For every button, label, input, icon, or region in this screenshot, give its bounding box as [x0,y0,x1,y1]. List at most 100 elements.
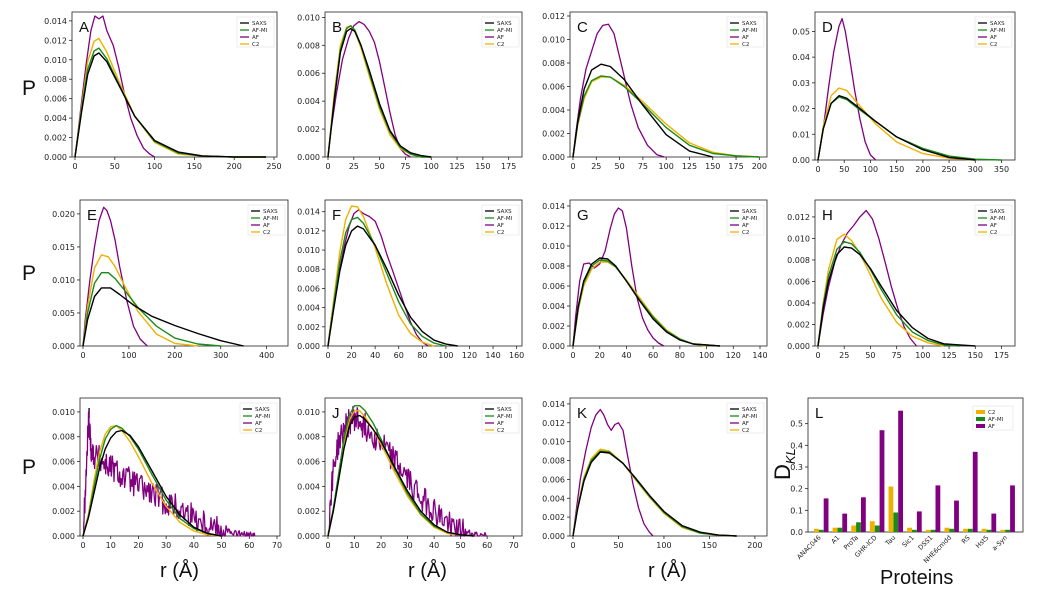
panel-k-ytick-label: 0.004 [542,494,565,503]
panel-i-legend-label: C2 [255,428,262,434]
panel-d-xtick-label: 100 [863,165,878,174]
panel-f-ytick-label: 0.000 [297,342,320,351]
panel-i-xtick-label: 50 [216,541,226,550]
panel-g-legend-box [726,204,765,236]
panel-j-ytick-label: 0.002 [297,507,320,516]
panel-j-legend-label: AF [497,421,504,427]
panel-e-frame [79,199,289,347]
panel-b-xtick-label: 50 [375,162,385,171]
bar-c2-ghr-icd [869,521,875,532]
panel-a: 0.000 0.002 0.004 0.006 0.008 0.010 0.012 0.014… [44,11,282,171]
panel-f-legend-box [481,204,520,236]
panel-h-ytick-label: 0.004 [787,299,810,308]
panel-a-xtick-label: 250 [266,162,281,171]
bar-af-hst5 [991,513,997,532]
panel-c-ytick-label: 0.000 [542,153,565,162]
panel-a-series-c2 [74,37,266,158]
panel-d-series-c2 [817,87,976,161]
panel-j-legend-label: AF-MI [497,414,513,420]
panel-g-series-c2 [572,261,707,347]
panel-c-series-saxs [572,63,713,158]
panel-j-xtick-label: 0 [325,541,330,550]
bar-c2-anac046 [814,528,819,533]
panel-a-xtick-label: 200 [227,162,242,171]
panel-e-series-af [82,206,148,347]
panel-i-xtick-label: 70 [272,541,282,550]
panel-d-xtick-label: 200 [915,165,930,174]
panel-g-legend-label: SAXS [742,209,757,215]
panel-h-series-saxs [817,246,976,347]
panel-b-xtick-label: 100 [424,162,439,171]
bar-c2-rs [963,528,968,533]
panel-e-series-saxs [82,287,244,347]
panel-d-legend-label: AF [990,35,997,41]
row-label-3: P [22,456,36,479]
bar-y-axis-title-main: D [770,464,795,480]
bar-category-label: A1 [830,534,842,546]
bar-af-ghr-icd [879,430,885,532]
bar-y-axis-title-sub: KL [783,448,798,464]
panel-l-legend-swatch [976,417,985,421]
panel-h-xtick-label: 75 [892,351,902,360]
panel-d-series-saxs [817,94,976,161]
panel-c-frame [569,11,768,158]
panel-g-xtick-label: 120 [726,351,741,360]
panel-f-ytick-label: 0.014 [297,208,320,217]
panel-k-ytick-label: 0.006 [542,475,565,484]
panel-h-ytick-label: 0.002 [787,320,810,329]
panel-c-xtick-label: 175 [728,162,743,171]
panel-e-xtick-label: 400 [259,351,274,360]
panel-j: 0.000 0.002 0.004 0.006 0.008 0.010 J 0 10 20 30 40… [297,397,523,550]
panel-d-legend-label: AF-MI [990,28,1006,34]
bar-category-label: Tau [883,534,897,548]
panel-a-ytick-label: 0.006 [44,95,67,104]
panel-g: 0.000 0.002 0.004 0.006 0.008 0.010 0.012 0.014… [542,199,768,360]
panel-i-ytick-label: 0.008 [52,433,75,442]
panel-b-ytick-label: 0.010 [297,13,320,22]
panel-c-legend-box [726,16,765,48]
panel-g-legend-label: C2 [742,230,749,236]
panel-d-legend-label: C2 [990,42,997,48]
panel-a-series-saxs [74,52,266,158]
panel-e-series-c2 [82,254,198,347]
panel-e-ytick-label: 0.000 [52,342,75,351]
panel-d-ytick-label: 0.05 [792,27,810,36]
panel-b-ytick-label: 0.008 [297,41,320,50]
panel-b-xtick-label: 0 [325,162,330,171]
panel-a-series-af [74,15,155,158]
panel-j-ytick-label: 0.008 [297,433,320,442]
panel-h-series-af-mi [817,240,960,347]
bar-c2-sic1 [907,527,912,532]
panel-h-xtick-label: 0 [815,351,820,360]
panel-c-xtick-label: 150 [705,162,720,171]
panel-e: 0.000 0.005 0.010 0.015 0.020 E 0 100 200 300 400 S… [52,199,289,360]
panel-e-xtick-label: 0 [80,351,85,360]
panel-k-legend-label: AF-MI [742,414,758,420]
panel-b-ytick-label: 0.000 [297,153,320,162]
panel-f-ytick-label: 0.004 [297,304,320,313]
panel-d-series-af [817,17,877,161]
panel-g-xtick-label: 140 [752,351,767,360]
x-axis-title-2: r (Å) [408,559,447,582]
panel-h-legend-label: AF [990,223,997,229]
panel-d-letter: D [822,19,833,36]
panel-c-xtick-label: 50 [614,162,624,171]
panel-i-xtick-label: 30 [161,541,171,550]
panel-a-legend-label: AF [252,35,259,41]
panel-k-xtick-label: 200 [747,541,762,550]
panel-j-letter: J [332,405,340,422]
panel-i-series-af [82,410,256,537]
x-axis-title-3: r (Å) [648,559,687,582]
panel-k-ytick-label: 0.012 [542,419,565,428]
panel-c-legend-label: AF-MI [742,28,758,34]
panel-c-series-af [572,23,665,158]
panel-j-xtick-label: 60 [482,541,492,550]
panel-g-xtick-label: 40 [621,351,631,360]
panel-f-ytick-label: 0.008 [297,265,320,274]
panel-e-xtick-label: 200 [167,351,182,360]
panel-b-ytick-label: 0.002 [297,125,320,134]
